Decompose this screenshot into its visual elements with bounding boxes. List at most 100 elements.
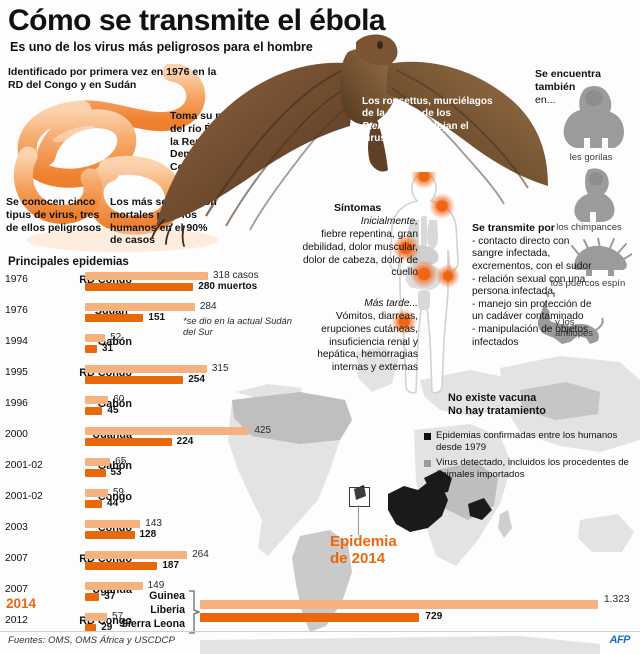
- caption-antelopes: y los antilopes: [555, 317, 594, 339]
- chart-label-cases-value: 318: [213, 270, 230, 281]
- epidemic-2014-highlight-box: [349, 487, 370, 507]
- chart-label-cases: 425: [254, 425, 271, 436]
- chart-bar-deaths: [85, 345, 97, 353]
- chart-row-bars: [85, 520, 141, 539]
- legend-item-detected: Virus detectado, incluidos los procedent…: [424, 457, 634, 481]
- chart-bar-cases: [85, 396, 109, 404]
- transmission-item-1: - relación sexual con una persona infect…: [472, 273, 586, 298]
- caption-chimpanzees: los chimpances: [556, 222, 622, 233]
- outbreak-2014-country-2: Sierra Leona: [120, 618, 185, 631]
- bat-caption-part1: Los rousettus, murciélagos de la familia…: [362, 96, 493, 120]
- chart-label-cases: 60: [113, 394, 124, 405]
- chart-label-cases: 59: [113, 487, 124, 498]
- chart-row-year: 1995: [5, 367, 28, 378]
- chart-title: Principales epidemias: [8, 256, 129, 268]
- chart-label-deaths: 37: [104, 591, 115, 602]
- chart-label-deaths-value: 45: [107, 405, 119, 416]
- legend-label-confirmed: Epidemias confirmadas entre los humanos …: [436, 430, 618, 454]
- no-vaccine-block: No existe vacuna No hay tratamiento: [448, 392, 608, 419]
- chart-row-year: 2007: [5, 584, 28, 595]
- chart-label-deaths-value: 224: [176, 436, 194, 447]
- chart-row: 2001-02 Congo 59 44: [0, 487, 640, 518]
- chart-row-year: 1976: [5, 305, 28, 316]
- chart-label-cases: 57: [112, 611, 123, 622]
- bat-caption: Los rousettus, murciélagos de la familia…: [362, 96, 494, 146]
- chart-row-year: 2007: [5, 553, 28, 564]
- chart-label-cases-value: 143: [145, 518, 162, 529]
- chart-label-deaths: 44: [107, 498, 118, 509]
- chart-row: 1976 RD Congo 318 casos 280 muertos: [0, 270, 640, 301]
- epidemic-2014-leader-line: [358, 505, 360, 535]
- outbreak-2014-cases-label: 1.323: [604, 594, 630, 605]
- chart-row: 1995 RD Congo 315 254: [0, 363, 640, 394]
- chart-label-deaths: 224: [177, 436, 194, 447]
- chart-unit-deaths: muertos: [217, 281, 258, 292]
- outbreak-2014-countries: Guinea Liberia Sierra Leona: [30, 589, 185, 631]
- chart-row-year: 1996: [5, 398, 28, 409]
- bat-illustration: [150, 30, 550, 260]
- outbreak-2014-deaths-label: 729: [425, 611, 443, 622]
- chart-bar-deaths: [85, 314, 144, 322]
- chart-row-bars: [85, 489, 108, 508]
- found-in-heading: Se encuentra también en...: [535, 68, 635, 106]
- gorilla-icon: [556, 82, 630, 157]
- chart-row: 1994 Gabón 52 31: [0, 332, 640, 363]
- chart-label-deaths-value: 29: [101, 622, 113, 633]
- transmission-item-3: - manipulación de objetos infectados: [472, 324, 589, 348]
- chart-row-country: Gabón: [97, 336, 132, 348]
- outbreak-2014-deaths-bar: [200, 613, 420, 622]
- chart-label-deaths-value: 254: [188, 374, 205, 385]
- chart-bar-deaths: [85, 531, 135, 539]
- chart-label-cases-value: 149: [147, 580, 165, 591]
- symptoms-early-label: Inicialmente,: [360, 216, 418, 227]
- chart-label-cases: 264: [192, 549, 209, 560]
- epidemics-bar-chart: 1976 RD Congo 318 casos 280 muertos 1976 Sudá…: [0, 270, 640, 642]
- chart-row-year: 2003: [5, 522, 28, 533]
- chart-label-cases: 315: [212, 363, 229, 374]
- porcupine-icon: [570, 237, 633, 283]
- chart-row: 2000 Uganda 425 224: [0, 425, 640, 456]
- chart-label-deaths-value: 53: [110, 467, 122, 478]
- chart-label-deaths: 29: [101, 622, 112, 633]
- ebola-virus-illustration: [4, 62, 244, 254]
- chart-label-cases-value: 65: [115, 456, 127, 467]
- chart-row-year: 2001-02: [5, 491, 43, 502]
- chart-label-cases-value: 52: [110, 332, 122, 343]
- chart-row: 2001-02 Gabón 65 53: [0, 456, 640, 487]
- chart-bar-deaths: [85, 469, 106, 477]
- chart-bar-deaths: [85, 283, 194, 291]
- chart-label-cases-value: 60: [113, 394, 125, 405]
- legend-label-detected: Virus detectado, incluidos los procedent…: [436, 457, 629, 481]
- chart-label-cases: 143: [145, 518, 162, 529]
- page-title: Cómo se transmite el ébola: [8, 4, 386, 37]
- chart-label-deaths-value: 280: [198, 281, 215, 292]
- transmission-block: Se transmite por - contacto directo con …: [472, 222, 596, 349]
- no-vaccine-line1: No existe vacuna: [448, 392, 537, 404]
- symptoms-late: Más tarde... Vómitos, diarreas, erupcion…: [296, 298, 418, 375]
- chart-row-year: 1976: [5, 274, 28, 285]
- epidemic-2014-label-line1: Epidemia: [330, 533, 397, 550]
- transmission-heading: Se transmite por: [472, 222, 555, 234]
- chart-label-deaths-value: 31: [101, 343, 114, 354]
- chart-footnote: *se dio en la actual Sudán del Sur: [183, 315, 292, 338]
- chart-label-cases: 149: [148, 580, 165, 591]
- symptoms-late-label: Más tarde...: [364, 298, 418, 309]
- chart-bar-cases: [85, 303, 195, 311]
- chart-row: 2003 Congo 143 128: [0, 518, 640, 549]
- chart-label-deaths: 280 muertos: [198, 281, 257, 292]
- chart-row-bars: [85, 365, 207, 384]
- caption-gorillas: les gorilas: [569, 152, 613, 163]
- chart-bar-deaths: [85, 500, 103, 508]
- chart-row-bars: [85, 427, 250, 446]
- caption-porcupines: los puercos espín: [550, 278, 626, 289]
- outbreak-2014-year: 2014: [6, 596, 37, 611]
- chart-bar-cases: [85, 613, 108, 621]
- chart-bar-deaths: [85, 407, 103, 415]
- found-in-bold: Se encuentra también: [535, 68, 601, 93]
- chart-label-deaths-value: 187: [162, 560, 180, 571]
- chart-bar-deaths: [85, 624, 97, 632]
- chart-label-deaths-value: 151: [148, 312, 166, 323]
- symptoms-early-text: fiebre repentina, gran debilidad, dolor …: [302, 228, 418, 279]
- bat-caption-part2: alojan el virus: [362, 120, 469, 145]
